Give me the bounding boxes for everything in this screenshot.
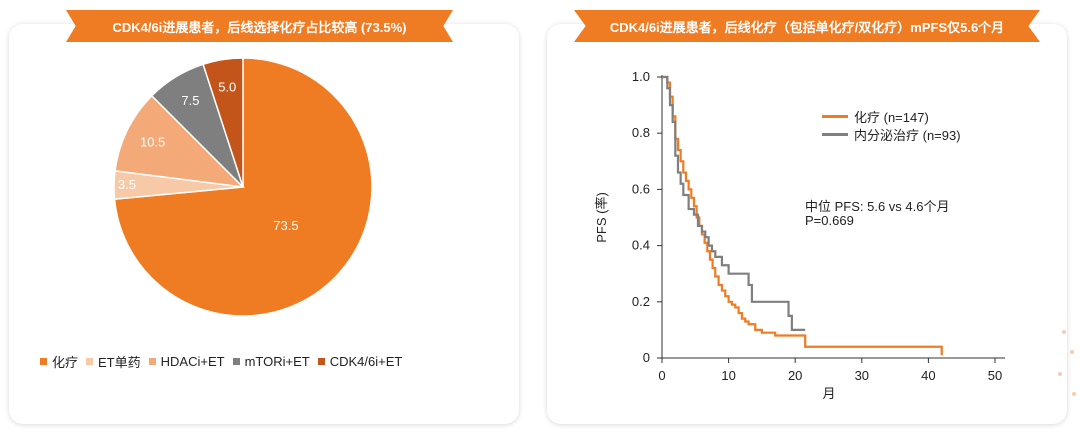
pie-legend-label: ET单药 (98, 355, 141, 370)
y-tick-label: 0.8 (632, 125, 650, 140)
pie-legend-item-0: 化疗 (40, 352, 78, 371)
x-axis-label: 月 (822, 386, 835, 401)
legend-swatch (86, 358, 94, 365)
x-tick-label: 20 (788, 368, 802, 383)
km-legend-label-endocrine: 内分泌治疗 (n=93) (854, 127, 961, 143)
decorative-dot (1058, 372, 1062, 376)
km-legend-label-chemo: 化疗 (n=147) (854, 109, 929, 125)
pie-legend-item-2: HDACi+ET (148, 352, 225, 371)
decorative-dot (1070, 350, 1074, 354)
x-tick-label: 0 (658, 368, 665, 383)
km-legend-item-endocrine: 内分泌治疗 (n=93) (822, 125, 961, 143)
pie-legend-item-3: mTORi+ET (232, 352, 310, 371)
pie-slice-2 (114, 94, 246, 189)
km-series-endocrine (662, 75, 806, 331)
km-legend-item-chemo: 化疗 (n=147) (822, 107, 961, 125)
pie-value-label-0: 73.5 (273, 218, 298, 233)
km-chart-title-banner: CDK4/6i进展患者，后线化疗（包括单化疗/双化疗）mPFS仅5.6个月 (574, 10, 1040, 42)
pie-value-label-1: 3.5 (118, 177, 136, 192)
pie-chart-title-banner: CDK4/6i进展患者，后线选择化疗占比较高 (73.5%) (66, 10, 453, 42)
pie-legend-item-4: CDK4/6i+ET (317, 352, 403, 371)
y-tick-label: 0.4 (632, 238, 650, 253)
km-chart-card (547, 24, 1067, 424)
x-tick-label: 50 (988, 368, 1002, 383)
pie-value-label-4: 5.0 (218, 80, 236, 95)
pie-slice-4 (202, 57, 244, 188)
pie-legend: 化疗 ET单药 HDACi+ET mTORi+ET CDK4/6i+ET (40, 352, 402, 371)
pie-value-label-2: 10.5 (140, 135, 165, 150)
y-tick-label: 1.0 (632, 69, 650, 84)
legend-swatch (148, 358, 156, 365)
x-tick-label: 40 (921, 368, 935, 383)
legend-line-endocrine (822, 132, 848, 136)
km-series-chemo (662, 75, 943, 356)
x-tick-label: 10 (721, 368, 735, 383)
pie-value-label-3: 7.5 (181, 93, 199, 108)
y-axis-label: PFS (率) (594, 192, 609, 243)
legend-line-chemo (822, 114, 848, 118)
median-pfs-annotation: 中位 PFS: 5.6 vs 4.6个月 (805, 199, 950, 214)
decorative-dot (1072, 392, 1076, 396)
pie-legend-item-1: ET单药 (86, 352, 141, 371)
km-legend: 化疗 (n=147) 内分泌治疗 (n=93) (822, 107, 961, 143)
pie-legend-label: mTORi+ET (244, 354, 310, 369)
y-tick-label: 0 (643, 350, 650, 365)
y-tick-label: 0.2 (632, 294, 650, 309)
pie-legend-label: 化疗 (52, 355, 79, 370)
decorative-dot (1062, 330, 1066, 334)
legend-swatch (317, 358, 325, 365)
p-value-annotation: P=0.669 (805, 213, 854, 228)
pie-legend-label: HDACi+ET (160, 354, 225, 369)
legend-swatch (40, 358, 47, 365)
x-tick-label: 30 (855, 368, 869, 383)
legend-swatch (232, 358, 240, 365)
y-tick-label: 0.6 (632, 181, 650, 196)
pie-legend-label: CDK4/6i+ET (329, 354, 403, 369)
